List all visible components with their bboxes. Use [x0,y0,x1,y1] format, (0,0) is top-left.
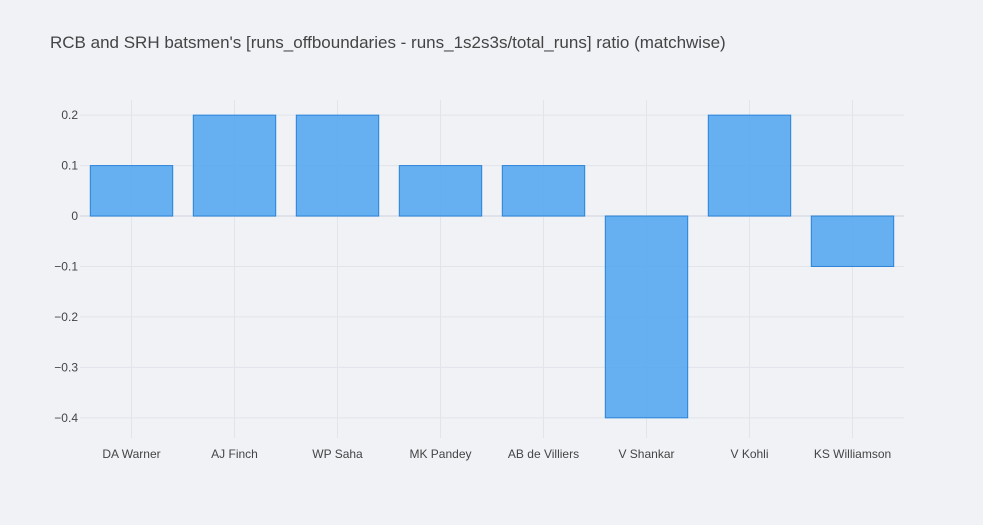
y-tick-label: 0 [71,209,78,223]
y-tick-label: 0.2 [61,108,78,122]
bar [810,215,895,267]
y-tick-label: −0.3 [54,360,78,374]
bar [398,165,483,217]
y-tick-label: −0.2 [54,310,78,324]
bar [707,114,792,217]
bar [192,114,277,217]
bar [501,165,586,217]
bar [295,114,380,217]
x-tick-label: V Shankar [618,447,674,461]
x-tick-label: KS Williamson [814,447,891,461]
x-tick-label: AJ Finch [211,447,258,461]
x-tick-label: DA Warner [102,447,160,461]
bar [604,215,689,419]
y-tick-label: −0.1 [54,259,78,273]
x-tick-label: MK Pandey [409,447,471,461]
bar [89,165,174,217]
y-tick-label: −0.4 [54,411,78,425]
x-tick-label: V Kohli [730,447,768,461]
chart-title: RCB and SRH batsmen's [runs_offboundarie… [50,33,726,52]
x-tick-label: WP Saha [312,447,363,461]
x-tick-label: AB de Villiers [508,447,579,461]
y-tick-label: 0.1 [61,159,78,173]
